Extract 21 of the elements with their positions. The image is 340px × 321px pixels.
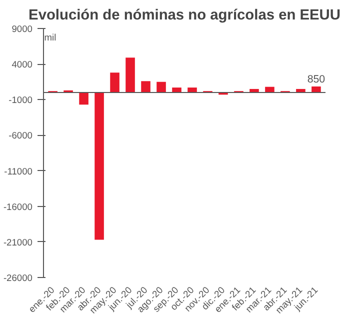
bar	[141, 81, 150, 93]
bar	[110, 72, 120, 93]
y-tick-label: -1000	[8, 95, 32, 106]
bar	[79, 92, 88, 105]
bar	[172, 88, 182, 93]
y-tick-label: -26000	[3, 273, 32, 283]
data-label: 850	[307, 73, 326, 86]
bar	[126, 58, 135, 93]
y-tick-label: -11000	[4, 166, 33, 176]
chart-title: Evolución de nóminas no agrícolas en EEUU	[28, 8, 340, 24]
bar	[156, 82, 166, 93]
bar	[94, 92, 104, 240]
y-tick-label: -16000	[3, 202, 32, 212]
bar	[312, 86, 321, 93]
bar	[188, 88, 197, 93]
y-tick-label: 9000	[12, 24, 33, 34]
y-axis-title: mil	[44, 32, 56, 42]
bar	[265, 86, 274, 93]
y-tick-label: -21000	[3, 237, 32, 248]
y-tick-label: 4000	[12, 60, 33, 70]
y-tick-label: -6000	[8, 130, 32, 141]
